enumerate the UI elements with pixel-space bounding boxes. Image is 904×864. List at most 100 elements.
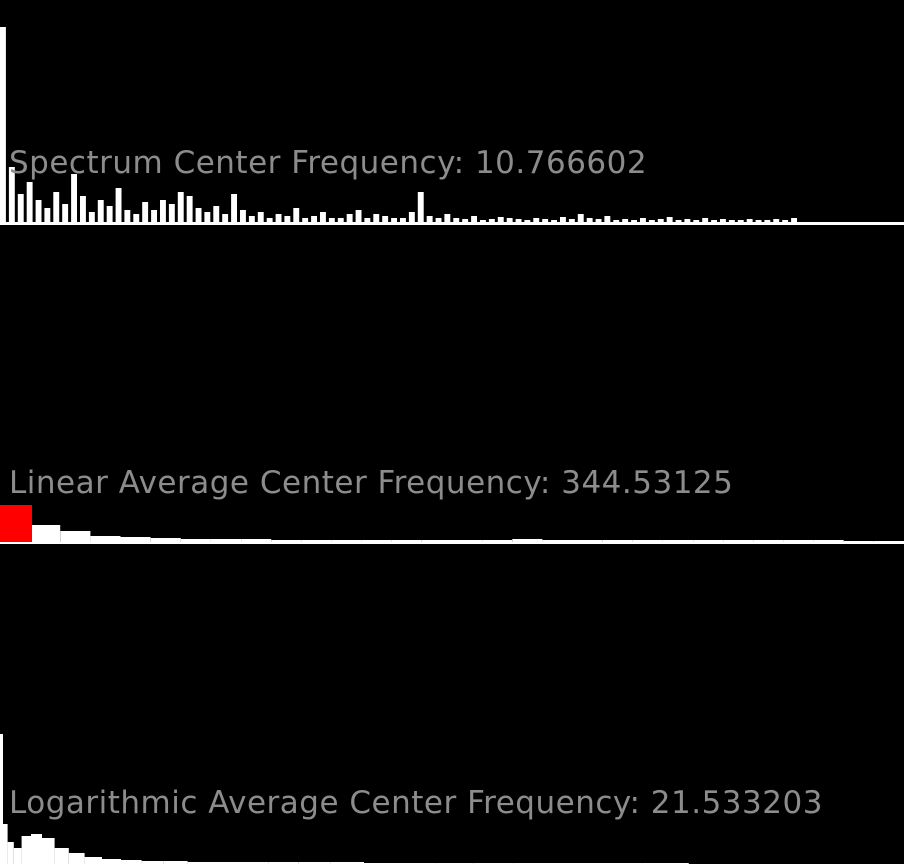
linear-bar	[150, 538, 181, 542]
log-center-frequency-label: Logarithmic Average Center Frequency: 21…	[9, 785, 823, 821]
spectrum-bar	[248, 216, 255, 222]
spectrum-bar	[471, 216, 477, 222]
log-bar	[121, 860, 142, 864]
log-bar	[13, 848, 22, 864]
spectrum-bar	[186, 196, 193, 222]
linear-bar	[602, 540, 633, 542]
linear-bar	[210, 539, 241, 542]
spectrum-bar	[257, 212, 264, 222]
spectrum-center-frequency-value: 10.766602	[475, 145, 647, 181]
spectrum-bar	[88, 212, 95, 222]
spectrum-bar	[311, 216, 317, 222]
spectrum-bar	[320, 212, 326, 222]
linear-bar	[421, 540, 452, 542]
spectrum-bar	[293, 208, 300, 222]
spectrum-bar	[151, 210, 157, 222]
spectrum-bar	[0, 27, 6, 222]
linear-center-frequency-value: 344.53125	[561, 465, 733, 501]
spectrum-bar	[755, 220, 762, 222]
linear-bar	[632, 540, 663, 542]
spectrum-bar	[177, 192, 184, 222]
spectrum-bar	[97, 200, 104, 222]
spectrum-bar	[115, 188, 122, 222]
spectrum-bar	[506, 218, 513, 222]
spectrum-bar	[240, 210, 246, 222]
linear-bar	[60, 531, 91, 542]
spectrum-bar	[480, 220, 486, 222]
spectrum-bar	[8, 167, 15, 222]
spectrum-bar	[17, 194, 24, 222]
spectrum-bar	[35, 200, 42, 222]
linear-bar	[301, 540, 332, 542]
spectrum-bar	[346, 214, 353, 222]
spectrum-bar	[382, 216, 389, 222]
spectrum-bar	[302, 218, 309, 222]
spectrum-bar	[577, 214, 584, 222]
spectrum-bar	[160, 200, 166, 222]
linear-bar	[391, 540, 422, 542]
linear-bar	[813, 540, 844, 542]
spectrum-bar	[195, 208, 202, 222]
spectrum-bar	[702, 218, 709, 222]
linear-average-bars	[0, 505, 904, 543]
log-bar	[68, 853, 85, 864]
spectrum-bar	[133, 214, 140, 222]
spectrum-bar	[791, 218, 797, 222]
log-bar	[187, 862, 213, 864]
spectrum-bar	[355, 210, 362, 222]
linear-bar	[361, 540, 392, 542]
spectrum-bar	[266, 218, 273, 222]
linear-bar	[241, 539, 272, 542]
spectrum-bar	[595, 219, 602, 222]
spectrum-bar	[524, 220, 531, 222]
spectrum-bar	[204, 212, 211, 222]
spectrum-baseline	[0, 222, 904, 225]
spectrum-bar	[746, 219, 753, 222]
spectrum-bar	[711, 220, 717, 222]
spectrum-bar	[488, 219, 495, 222]
log-bar	[84, 857, 102, 864]
spectrum-bar	[328, 218, 335, 222]
spectrum-bar	[737, 220, 744, 222]
spectrum-bar	[640, 218, 646, 222]
spectrum-bar	[453, 218, 460, 222]
linear-center-frequency-label: Linear Average Center Frequency: 344.531…	[9, 465, 733, 501]
spectrum-bar	[666, 217, 673, 222]
linear-baseline	[0, 542, 904, 544]
spectrum-bar	[71, 174, 77, 222]
spectrum-bars	[0, 27, 797, 222]
spectrum-bar	[613, 220, 620, 222]
log-bar	[141, 861, 164, 864]
spectrum-bar	[364, 218, 371, 222]
log-bar	[163, 861, 188, 864]
spectrum-bar	[551, 220, 557, 222]
spectrum-bar	[648, 220, 655, 222]
spectrum-panel: Spectrum Center Frequency: 10.766602	[0, 27, 904, 225]
log-bar	[0, 734, 3, 864]
log-bar	[213, 862, 240, 864]
spectrum-bar	[560, 217, 566, 222]
linear-bar	[753, 540, 784, 542]
spectrum-bar	[213, 206, 220, 222]
spectrum-bar	[782, 220, 789, 222]
log-panel: Logarithmic Average Center Frequency: 21…	[0, 734, 823, 864]
log-bar	[3, 824, 8, 864]
spectrum-bar	[773, 219, 780, 222]
spectrum-bar	[284, 216, 291, 222]
spectrum-bar	[728, 220, 735, 222]
spectrum-bar	[675, 220, 682, 222]
spectrum-bar	[337, 218, 344, 222]
linear-bar	[271, 540, 302, 542]
linear-label-prefix: Linear Average Center Frequency:	[9, 465, 561, 501]
spectrum-bar	[444, 214, 451, 222]
spectrum-bar	[80, 196, 86, 222]
spectrum-bar	[657, 219, 664, 222]
spectrum-bar	[400, 218, 406, 222]
linear-bar	[662, 540, 693, 542]
linear-panel: Linear Average Center Frequency: 344.531…	[0, 465, 904, 544]
log-bar	[21, 836, 31, 864]
log-label-prefix: Logarithmic Average Center Frequency:	[9, 785, 651, 821]
spectrum-bar	[631, 220, 637, 222]
